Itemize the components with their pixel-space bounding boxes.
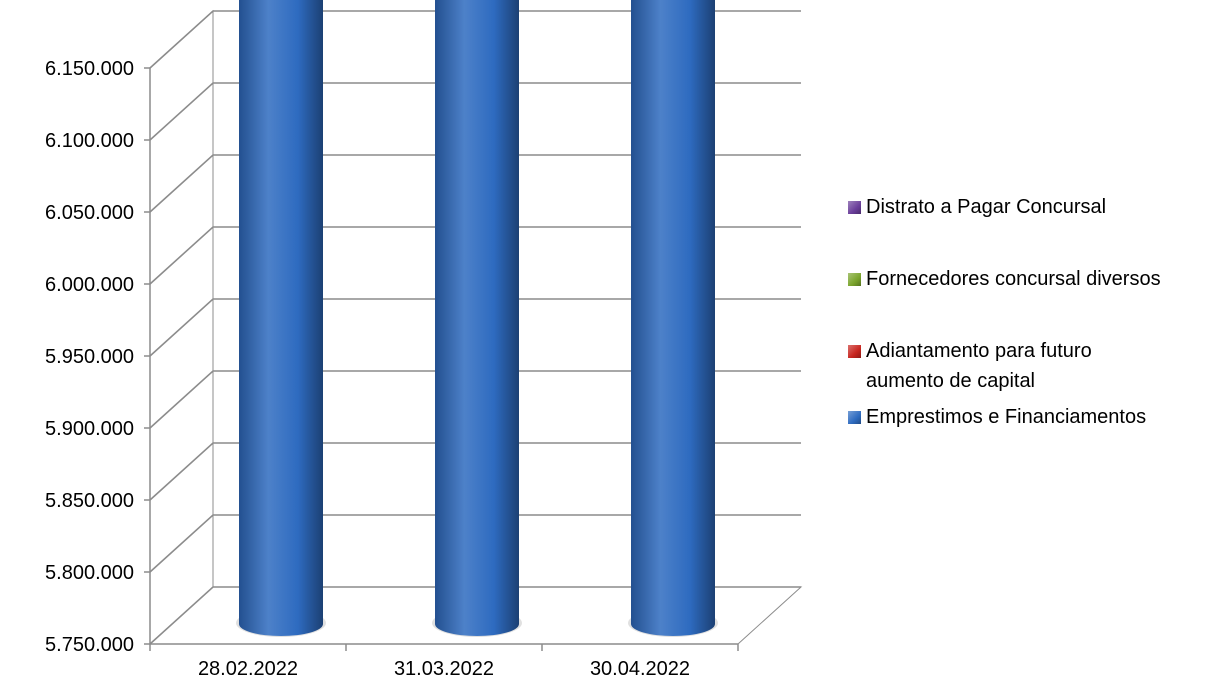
gridline	[149, 154, 801, 213]
y-tick-label: 6.100.000	[45, 130, 134, 152]
y-tick-labels: 5.750.000 5.800.000 5.850.000 5.900.000 5.95…	[45, 58, 134, 656]
bar-stack	[236, 0, 326, 637]
bars	[236, 0, 718, 637]
y-tick-label: 5.850.000	[45, 490, 134, 512]
y-tick-label: 6.000.000	[45, 274, 134, 296]
bar-segment	[239, 0, 323, 636]
gridline	[149, 370, 801, 429]
gridline	[149, 10, 801, 69]
x-tick-label: 30.04.2022	[590, 658, 690, 680]
bar-stack	[432, 0, 522, 637]
gridline	[149, 298, 801, 357]
legend-swatch	[848, 201, 861, 214]
x-tick-label: 31.03.2022	[394, 658, 494, 680]
y-tick-label: 5.800.000	[45, 562, 134, 584]
legend-swatch	[848, 345, 861, 358]
legend-label: Distrato a Pagar Concursal	[866, 196, 1107, 218]
gridline	[149, 226, 801, 285]
legend-item: Distrato a Pagar Concursal	[848, 192, 1228, 222]
legend-item: Fornecedores concursal diversos	[848, 264, 1228, 294]
gridline	[149, 82, 801, 141]
gridline	[149, 442, 801, 501]
y-tick-label: 6.050.000	[45, 202, 134, 224]
gridline	[149, 586, 801, 645]
y-tick-label: 5.750.000	[45, 634, 134, 656]
legend-swatch	[848, 273, 861, 286]
x-tick-labels: 28.02.2022 31.03.2022 30.04.2022	[198, 658, 690, 680]
gridlines	[149, 10, 801, 645]
legend-label: Fornecedores concursal diversos	[866, 268, 1161, 290]
y-tick-label: 5.900.000	[45, 418, 134, 440]
axes	[144, 67, 739, 651]
x-tick-label: 28.02.2022	[198, 658, 298, 680]
legend-label: Emprestimos e Financiamentos	[866, 406, 1147, 428]
legend-label: Adiantamento para futuro aumento de capi…	[866, 340, 1092, 392]
legend-item: Adiantamento para futuro aumento de capi…	[848, 336, 1228, 396]
gridline	[149, 514, 801, 573]
y-tick-label: 5.950.000	[45, 346, 134, 368]
legend: Distrato a Pagar Concursal Fornecedores c…	[848, 192, 1228, 474]
bar-segment	[435, 0, 519, 636]
y-tick-label: 6.150.000	[45, 58, 134, 80]
legend-swatch	[848, 411, 861, 424]
bar-segment	[631, 0, 715, 636]
bar-stack	[628, 0, 718, 637]
legend-item: Emprestimos e Financiamentos	[848, 402, 1228, 432]
